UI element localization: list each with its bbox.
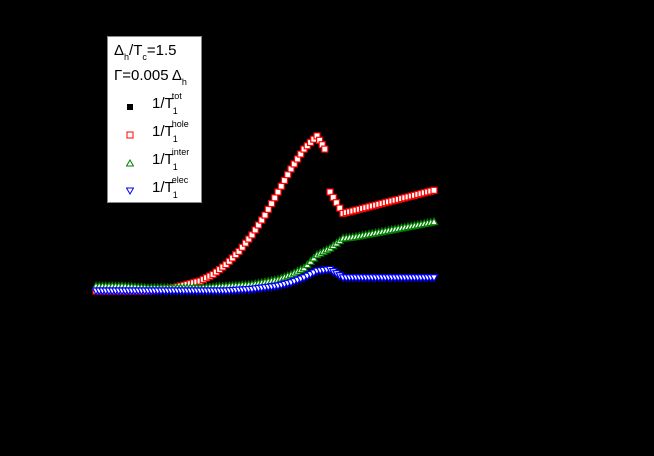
label-sub: 1 bbox=[172, 134, 178, 144]
legend-entry-hole: 1/T1 hole bbox=[108, 119, 203, 149]
delta-symbol: Δ bbox=[114, 42, 125, 59]
subscript-h: h bbox=[181, 77, 187, 87]
open-square-marker bbox=[267, 199, 276, 208]
legend-entry-inter: 1/T1 inter bbox=[108, 147, 203, 177]
label-sub: 1 bbox=[172, 190, 178, 200]
subscript-c: c bbox=[142, 52, 147, 62]
legend-label-tot: 1/T1 tot bbox=[152, 91, 182, 116]
open-square-marker bbox=[280, 176, 289, 185]
label-base: 1/T bbox=[152, 123, 174, 140]
open-triangle-up-marker bbox=[429, 216, 439, 226]
open-triangle-down-icon bbox=[126, 187, 134, 195]
open-square-marker bbox=[274, 188, 282, 196]
label-sup: hole bbox=[171, 119, 189, 129]
slash-t: /T bbox=[129, 42, 143, 59]
legend: Δh/Tc=1.5 Γ=0.005 Δh 1/T1tot 1/T1hole 1/… bbox=[107, 36, 202, 203]
open-triangle-down-marker bbox=[429, 274, 439, 283]
open-square-marker bbox=[277, 182, 285, 190]
filled-square-icon bbox=[127, 104, 133, 110]
open-square-icon bbox=[126, 131, 134, 139]
open-square-marker bbox=[264, 205, 272, 213]
legend-entry-tot: 1/T1 tot bbox=[108, 91, 203, 121]
gamma-value: Γ=0.005 Δ bbox=[114, 67, 182, 84]
open-square-marker bbox=[271, 194, 279, 202]
open-square-marker bbox=[284, 171, 292, 179]
open-square-marker bbox=[321, 145, 329, 153]
legend-label-hole: 1/T1 hole bbox=[152, 119, 189, 144]
open-square-marker bbox=[430, 186, 438, 194]
label-base: 1/T bbox=[152, 179, 174, 196]
gap-ratio-value: =1.5 bbox=[146, 42, 177, 59]
legend-label-inter: 1/T1 inter bbox=[152, 147, 189, 172]
label-sup: elec bbox=[171, 175, 189, 185]
legend-param-gamma: Γ=0.005 Δh bbox=[114, 67, 187, 87]
label-base: 1/T bbox=[152, 95, 174, 112]
label-sup: tot bbox=[171, 91, 182, 101]
legend-label-elec: 1/T1 elec bbox=[152, 175, 188, 200]
open-triangle-up-icon bbox=[126, 159, 134, 167]
label-sub: 1 bbox=[172, 162, 178, 172]
legend-param-gap-ratio: Δh/Tc=1.5 bbox=[114, 42, 177, 62]
open-square-marker bbox=[261, 211, 269, 219]
subscript-h: h bbox=[124, 52, 130, 62]
label-sub: 1 bbox=[172, 106, 178, 116]
label-sup: inter bbox=[171, 147, 190, 157]
label-base: 1/T bbox=[152, 151, 174, 168]
legend-entry-elec: 1/T1 elec bbox=[108, 175, 203, 205]
